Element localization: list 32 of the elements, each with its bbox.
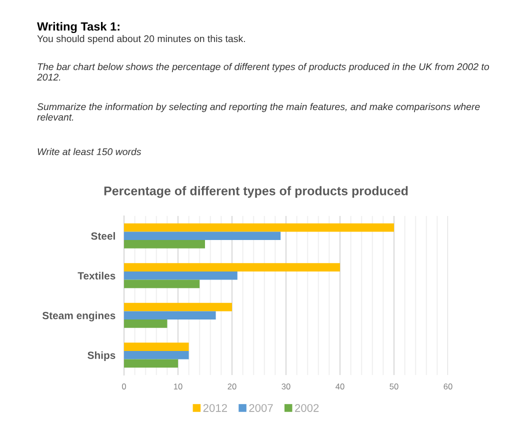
bar bbox=[124, 350, 189, 360]
y-tick-label: Ships bbox=[88, 351, 116, 362]
x-tick-label: 20 bbox=[228, 384, 236, 390]
y-tick-label: Textiles bbox=[78, 272, 116, 280]
legend-label: 2012 bbox=[203, 404, 227, 412]
x-tick-label: 10 bbox=[174, 384, 182, 390]
text: Summarize the information by selecting and reporting the main features, and make comparisons where relevant. bbox=[37, 103, 480, 121]
bar bbox=[124, 240, 205, 248]
y-tick-label: Steel bbox=[91, 232, 115, 240]
x-tick-label: 50 bbox=[390, 384, 398, 390]
bar bbox=[124, 359, 178, 368]
bar bbox=[124, 271, 238, 280]
chart-title: Percentage of different types of products produced bbox=[104, 186, 408, 198]
x-tick-label: 30 bbox=[282, 384, 290, 390]
legend-label: 2007 bbox=[249, 404, 273, 412]
text: The bar chart below shows the percentage of different types of products produced in the UK from 2002 to 2012. bbox=[36, 63, 490, 81]
text: Writing Task 1: bbox=[37, 22, 120, 34]
x-tick-label: 0 bbox=[122, 384, 126, 390]
text: Write at least 150 words bbox=[38, 148, 142, 156]
text: You should spend about 20 minutes on this task. bbox=[37, 35, 245, 44]
bar bbox=[124, 232, 281, 240]
y-tick-label: Steam engines bbox=[42, 312, 116, 322]
bar bbox=[124, 342, 189, 351]
bar bbox=[124, 280, 200, 288]
bar bbox=[124, 263, 340, 272]
bar bbox=[124, 302, 232, 312]
x-tick-label: 40 bbox=[336, 384, 344, 390]
legend-label: 2002 bbox=[295, 404, 319, 412]
x-tick-label: 60 bbox=[444, 384, 452, 390]
bar bbox=[124, 311, 216, 320]
bar bbox=[124, 223, 394, 232]
bar bbox=[124, 320, 168, 328]
